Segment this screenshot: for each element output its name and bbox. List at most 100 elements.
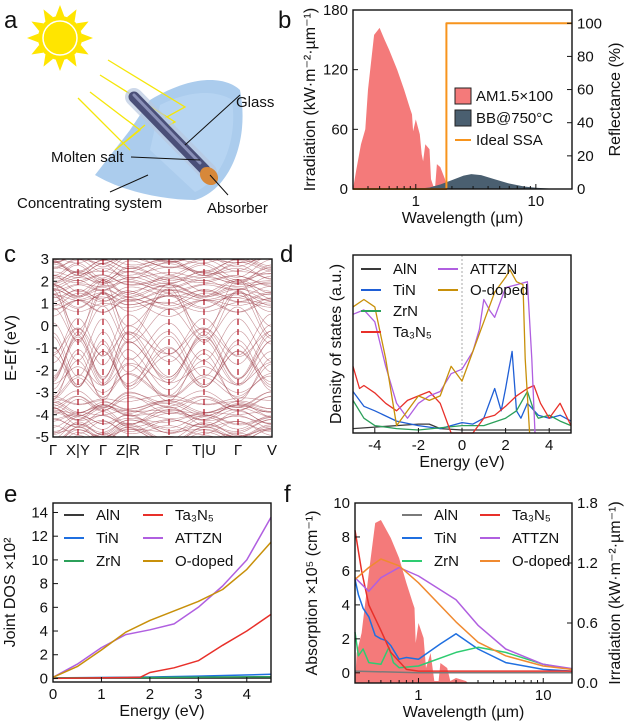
k-point-label: Γ	[99, 442, 107, 459]
legend-label-zrn: ZrN	[96, 553, 121, 570]
panel-a-illustration: Glass Molten salt Absorber Concentrating…	[17, 5, 274, 217]
band-line	[53, 373, 272, 399]
legend-label-ta-n: Ta₃N₅	[512, 507, 551, 524]
legend-label-aln: AlN	[434, 507, 458, 524]
legend-label-aln: AlN	[393, 261, 417, 278]
legend-label-ta-n: Ta₃N₅	[393, 324, 432, 341]
y2-tick-label: 1.2	[577, 555, 598, 572]
band-line	[53, 408, 272, 425]
y-tick-label: 12	[31, 528, 48, 545]
y-tick-label: 10	[333, 495, 350, 512]
band-line	[53, 349, 272, 391]
band-line	[53, 418, 272, 432]
panel-label-d: d	[280, 241, 293, 268]
band-line	[53, 267, 272, 283]
band-line	[53, 313, 272, 357]
y2-tick-label: 0.6	[577, 615, 598, 632]
legend-label-tin: TiN	[393, 282, 416, 299]
y-tick-label: 8	[40, 576, 48, 593]
legend-swatch-bb-750-c	[454, 109, 472, 127]
y-tick-label: 0	[41, 318, 49, 335]
jdos-line-o-doped	[52, 541, 272, 678]
dos-line-zrn	[352, 390, 572, 431]
panel-f-frame	[354, 502, 573, 684]
x-tick-label: 2	[146, 686, 154, 703]
legend-label-aln: AlN	[96, 507, 120, 524]
panel-c-chart: Γ X|Y Γ Z|R Γ T|U Γ V -5 -4 -3 -2 -1 0 1 2 3 E-Ef (eV)	[3, 251, 277, 459]
dos-line-o-doped	[352, 269, 531, 434]
legend-label-zrn: ZrN	[393, 303, 418, 320]
band-line	[123, 259, 131, 260]
band-line	[53, 270, 272, 285]
dos-line-aln	[352, 423, 571, 431]
legend-label-ta-n: Ta₃N₅	[175, 507, 214, 524]
y-tick-label: -2	[36, 362, 49, 379]
band-line	[53, 335, 272, 388]
sun-ray	[55, 5, 65, 17]
k-point-label: Γ	[165, 442, 173, 459]
sun-ray	[27, 33, 39, 43]
panel-label-c: c	[4, 241, 16, 268]
y2-tick-label: 20	[577, 148, 594, 165]
y-tick-label: 4	[40, 623, 48, 640]
y-tick-label: 6	[40, 599, 48, 616]
band-line	[53, 259, 272, 279]
band-line	[53, 400, 271, 415]
y2-tick-label: 0.0	[577, 675, 598, 692]
band-line	[53, 330, 272, 380]
sun-disc	[38, 16, 82, 60]
x-tick-label: 2	[501, 437, 509, 454]
absorption-line-ta-n	[354, 530, 572, 672]
band-line	[53, 274, 272, 286]
sun-ray	[81, 33, 93, 43]
panel-d-chart: -4 -2 0 2 4 Energy (eV) Density of states (a.u…	[328, 254, 572, 471]
band-line	[53, 324, 272, 366]
panel-c-y-axis-title: E-Ef (eV)	[3, 315, 20, 381]
k-point-label: X|Y	[66, 442, 90, 459]
band-line	[53, 327, 272, 357]
panel-d-y-axis-title: Density of states (a.u.)	[328, 264, 345, 424]
band-line	[53, 297, 272, 313]
absorption-line-tin	[354, 579, 573, 672]
band-line	[98, 259, 248, 261]
y-tick-label: 180	[323, 2, 348, 19]
band-line	[53, 270, 272, 285]
y2-tick-label: 1.8	[577, 495, 598, 512]
y-tick-label: 3	[41, 251, 49, 268]
y-tick-label: 120	[323, 62, 348, 79]
band-line	[53, 398, 271, 410]
band-line	[53, 330, 272, 377]
band-line	[53, 346, 272, 385]
area-bb-750-c	[415, 174, 572, 189]
dos-line-tin	[352, 350, 572, 430]
panel-f-x-axis-title: Wavelength (µm)	[403, 704, 525, 721]
legend-label-attzn: ATTZN	[175, 530, 222, 547]
y-tick-label: 1	[41, 296, 49, 313]
y-tick-label: 2	[342, 631, 350, 648]
band-line	[53, 259, 258, 268]
x-tick-label: 3	[194, 686, 202, 703]
panel-f-chart: 1 10 Wavelength (µm) 0 2 4 6 8 10 0.0 0.6 1.2 1.8 Abs…	[304, 495, 624, 721]
sun-ring	[42, 20, 78, 56]
jdos-line-attzn	[52, 516, 272, 678]
k-point-label: T|U	[192, 442, 216, 459]
panel-label-f: f	[284, 481, 291, 508]
x-tick-label: -4	[368, 437, 381, 454]
sun-icon	[27, 5, 93, 71]
panel-e-x-axis-title: Energy (eV)	[119, 703, 204, 720]
panel-label-a: a	[4, 7, 18, 34]
y-tick-label: 14	[31, 504, 48, 521]
label-concentrating-system: Concentrating system	[17, 195, 162, 212]
y2-tick-label: 100	[577, 15, 602, 32]
legend-label-o-doped: O-doped	[512, 553, 570, 570]
band-line	[53, 419, 272, 433]
band-line	[62, 424, 271, 437]
band-line	[53, 360, 272, 399]
band-line	[57, 421, 272, 437]
band-line	[53, 409, 272, 420]
band-line	[53, 301, 272, 313]
legend-swatch-am1-5-100	[454, 87, 472, 105]
legend-label-zrn: ZrN	[434, 553, 459, 570]
band-line	[53, 266, 272, 276]
